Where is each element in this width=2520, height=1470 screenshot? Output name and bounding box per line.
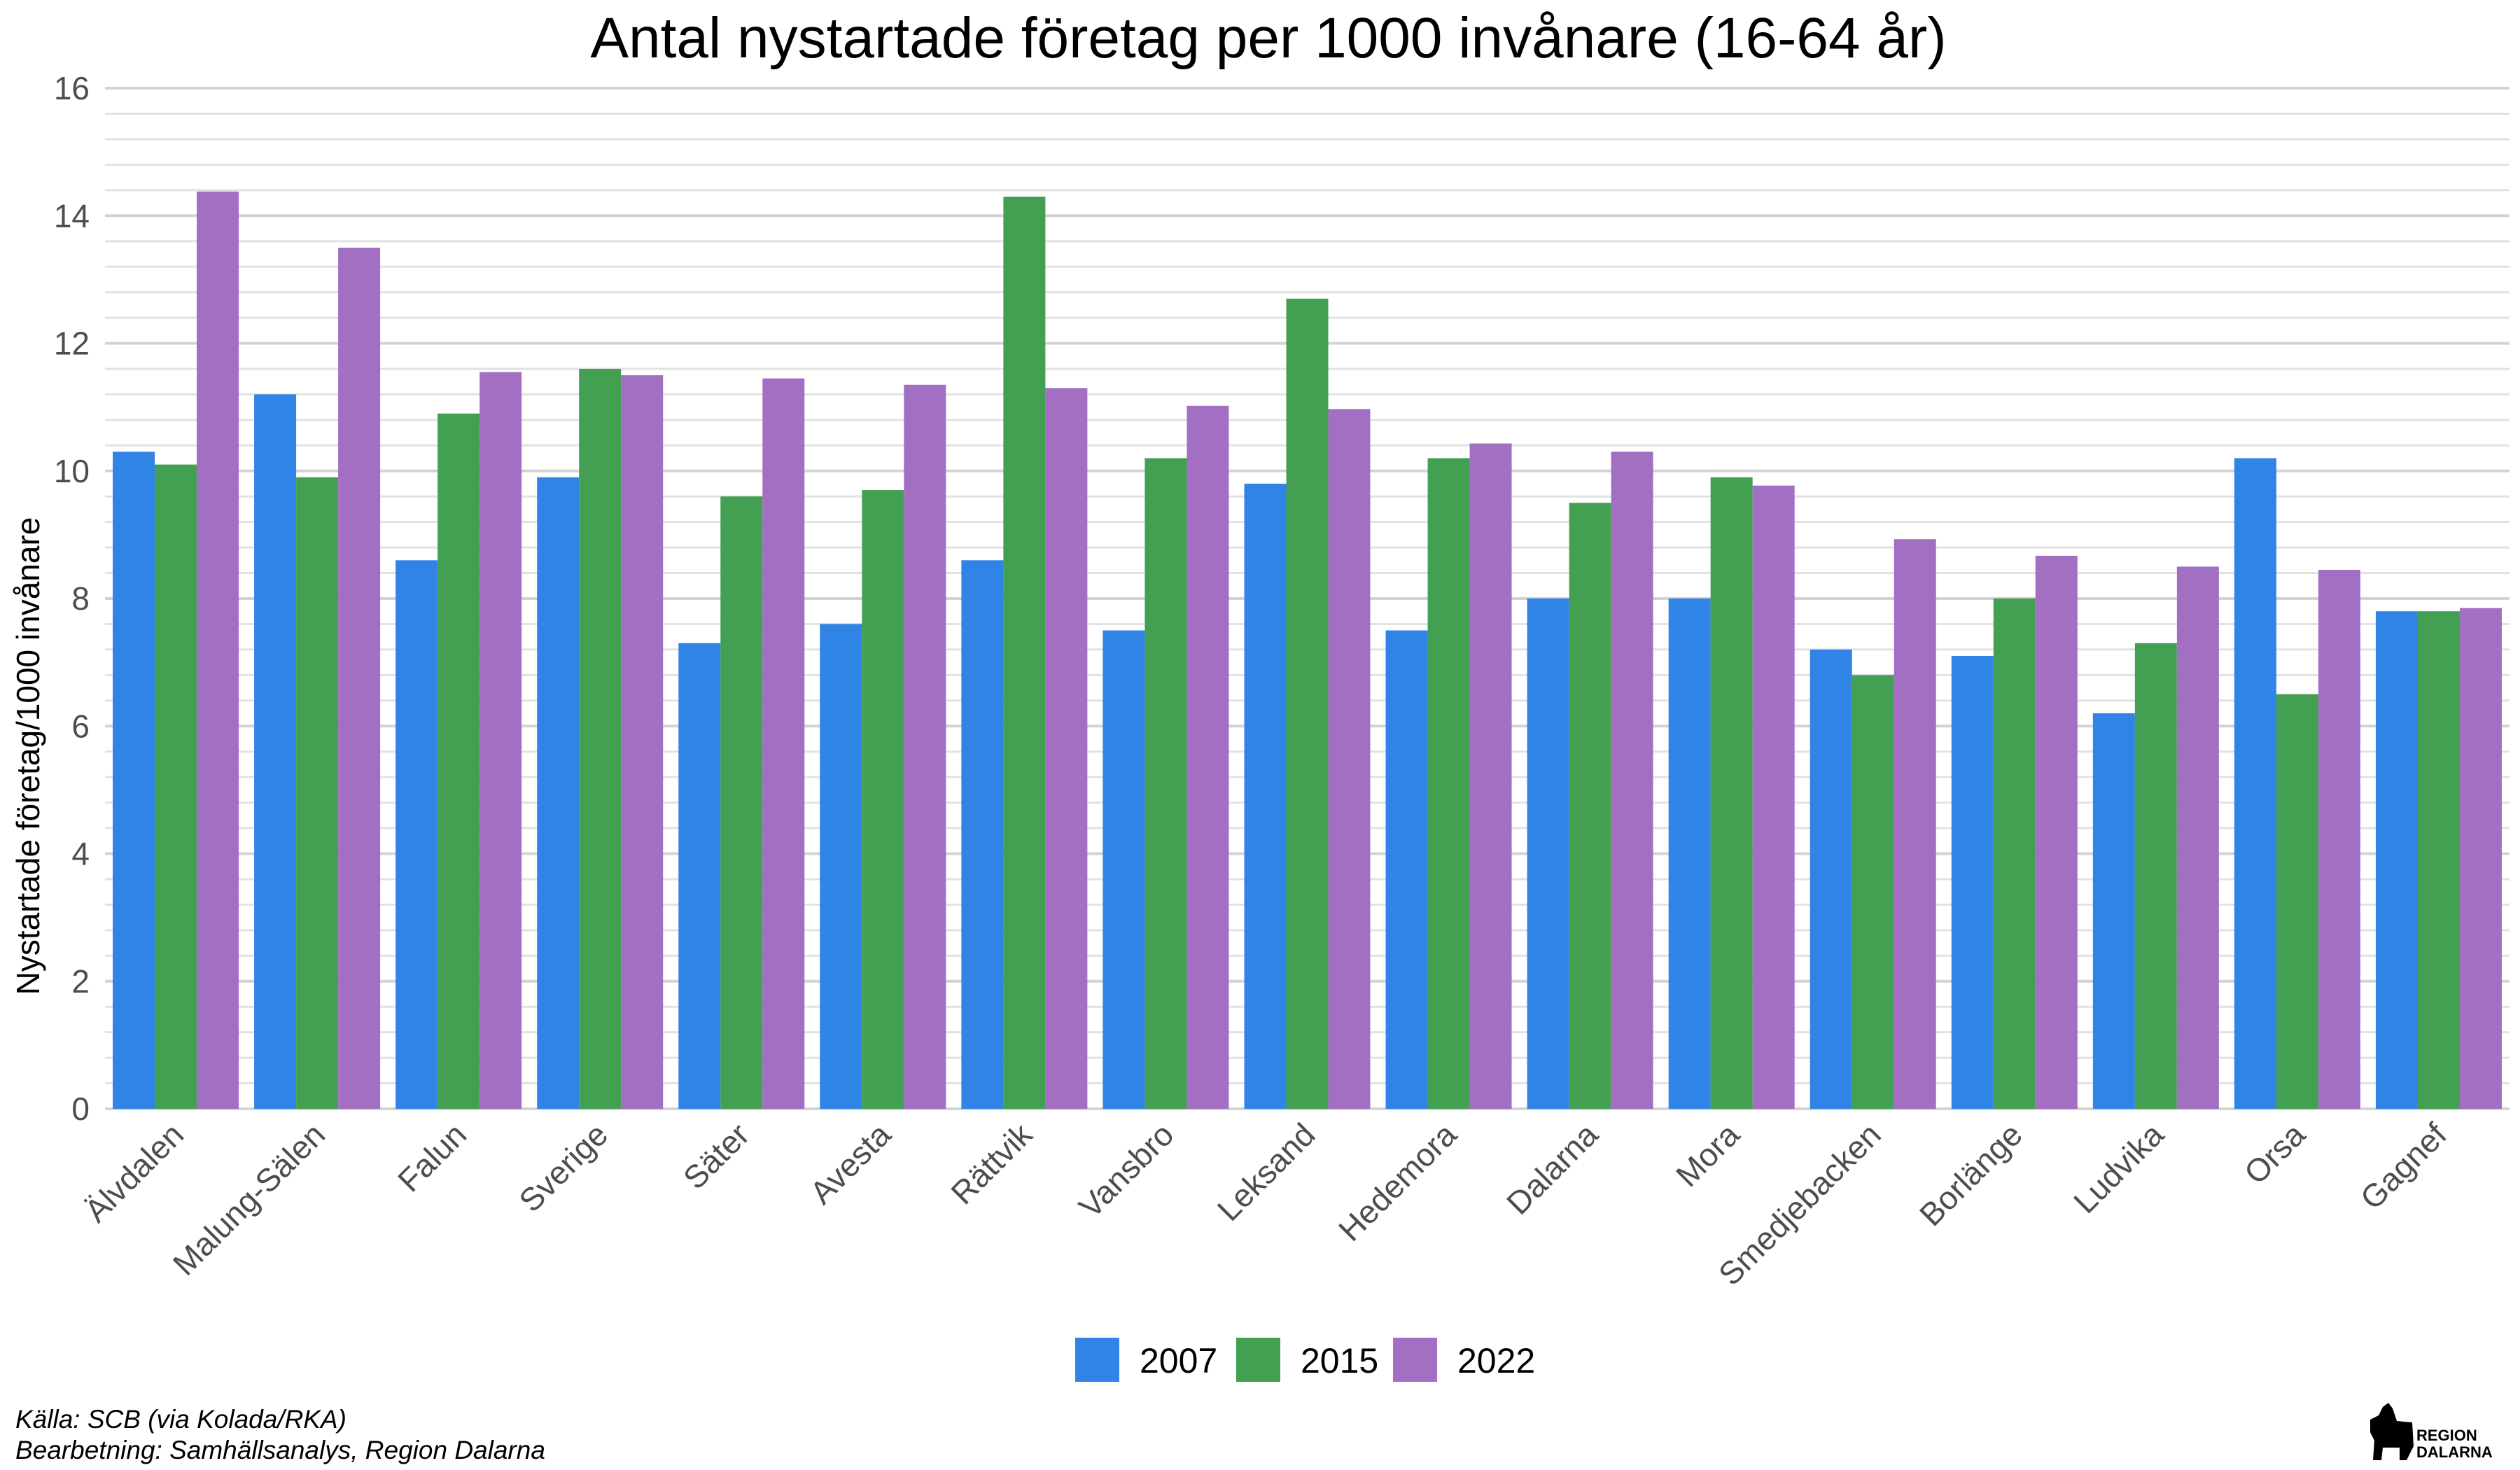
x-tick-label: Orsa	[2237, 1116, 2313, 1191]
legend-swatch-2022	[1393, 1338, 1437, 1382]
bar-2022-1	[338, 247, 381, 1109]
bar-2015-2	[438, 413, 480, 1109]
bar-2015-3	[579, 368, 622, 1110]
caption-source: Källa: SCB (via Kolada/RKA)	[15, 1405, 346, 1434]
x-tick-label: Malung-Sälen	[166, 1116, 332, 1282]
bar-2007-11	[1668, 598, 1711, 1109]
bar-2007-12	[1809, 649, 1852, 1109]
bar-2015-6	[1003, 196, 1046, 1110]
x-tick-label: Hedemora	[1331, 1116, 1464, 1248]
bar-2015-9	[1427, 458, 1470, 1109]
logo-text-line1: REGION	[2416, 1427, 2477, 1444]
bar-2022-15	[2318, 569, 2360, 1109]
bar-2022-13	[2035, 555, 2078, 1109]
y-tick-label: 14	[54, 197, 90, 234]
legend: 2007 2015 2022	[1075, 1338, 1535, 1382]
bar-2007-15	[2234, 458, 2276, 1109]
bar-2015-7	[1144, 458, 1187, 1109]
bar-2022-0	[197, 191, 239, 1109]
bar-2015-11	[1710, 477, 1753, 1109]
bar-2022-6	[1045, 388, 1088, 1109]
caption-processing: Bearbetning: Samhällsanalys, Region Dala…	[15, 1436, 545, 1464]
chart-title: Antal nystartade företag per 1000 invåna…	[590, 6, 1946, 70]
logo-text-line2: DALARNA	[2416, 1443, 2493, 1461]
bar-2015-8	[1286, 298, 1329, 1109]
y-tick-label: 2	[71, 963, 90, 1000]
bar-2007-10	[1527, 598, 1569, 1109]
bar-2022-7	[1186, 405, 1229, 1109]
y-tick-label: 4	[71, 836, 90, 872]
bar-2007-0	[113, 451, 155, 1109]
x-tick-label: Dalarna	[1499, 1116, 1605, 1222]
bar-2015-10	[1569, 503, 1611, 1109]
x-tick-label: Sverige	[512, 1116, 615, 1219]
y-tick-label: 8	[71, 580, 90, 617]
bar-2007-7	[1102, 630, 1145, 1109]
legend-swatch-2007	[1075, 1338, 1119, 1382]
bar-2015-5	[862, 490, 904, 1109]
bar-2007-16	[2375, 611, 2418, 1109]
legend-label-2015: 2015	[1301, 1341, 1378, 1380]
x-tick-label: Ludvika	[2066, 1116, 2171, 1220]
x-tick-label: Mora	[1669, 1116, 1746, 1194]
bar-2015-12	[1851, 675, 1894, 1109]
y-axis-label: Nystartade företag/1000 invånare	[10, 517, 46, 995]
bars	[113, 191, 2502, 1110]
y-tick-label: 6	[71, 708, 90, 744]
bar-2022-9	[1469, 443, 1512, 1109]
y-tick-label: 16	[54, 70, 90, 106]
bar-2022-2	[479, 372, 522, 1109]
bar-2022-4	[762, 378, 805, 1109]
legend-swatch-2015	[1236, 1338, 1280, 1382]
bar-2007-6	[961, 560, 1004, 1109]
bar-2007-4	[678, 643, 721, 1109]
x-tick-label: Älvdalen	[78, 1116, 191, 1229]
x-tick-label: Borlänge	[1912, 1116, 2029, 1233]
dala-horse-icon	[2370, 1403, 2414, 1460]
x-tick-label: Rättvik	[944, 1116, 1040, 1212]
bar-2022-16	[2459, 608, 2502, 1109]
bar-2007-5	[820, 624, 862, 1109]
bar-2022-12	[1893, 539, 1936, 1109]
y-tick-label: 12	[54, 326, 90, 362]
bar-2015-15	[2276, 694, 2318, 1109]
bar-2022-3	[621, 375, 664, 1109]
x-tick-label: Vansbro	[1072, 1116, 1181, 1225]
bar-2007-13	[1951, 656, 1994, 1109]
x-tick-label: Säter	[676, 1116, 757, 1196]
bar-2007-1	[254, 394, 297, 1109]
bar-2007-8	[1244, 483, 1287, 1109]
y-axis-ticks: 0 2 4 6 8 10 12 14 16	[54, 70, 90, 1127]
bar-2015-13	[1993, 598, 2036, 1109]
bar-2022-8	[1328, 409, 1371, 1109]
bar-2007-9	[1385, 630, 1428, 1109]
y-tick-label: 10	[54, 453, 90, 489]
bar-2015-0	[155, 464, 197, 1109]
bar-2007-3	[537, 477, 580, 1109]
legend-label-2022: 2022	[1457, 1341, 1535, 1380]
bar-2022-10	[1611, 451, 1653, 1109]
y-tick-label: 0	[71, 1091, 90, 1127]
x-tick-label: Falun	[391, 1116, 473, 1198]
bar-2022-14	[2176, 566, 2219, 1109]
x-tick-label: Leksand	[1210, 1116, 1322, 1228]
bar-2015-4	[720, 496, 763, 1109]
bar-2015-1	[296, 477, 339, 1109]
bar-2022-5	[904, 384, 946, 1110]
bar-2022-11	[1752, 485, 1795, 1109]
bar-2015-14	[2134, 643, 2177, 1109]
legend-label-2007: 2007	[1140, 1341, 1217, 1380]
region-dalarna-logo: REGION DALARNA	[2370, 1403, 2493, 1461]
x-tick-label: Gagnef	[2353, 1116, 2454, 1217]
bar-2015-16	[2417, 611, 2460, 1109]
bar-2007-2	[396, 560, 438, 1109]
x-tick-label: Avesta	[803, 1116, 898, 1211]
bar-2007-14	[2092, 713, 2135, 1109]
